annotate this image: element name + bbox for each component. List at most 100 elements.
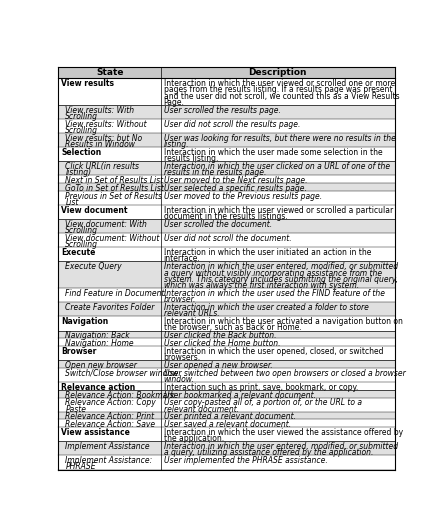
Bar <box>58 338 395 346</box>
Text: listing): listing) <box>65 168 91 177</box>
Text: User did not scroll the results page.: User did not scroll the results page. <box>164 119 300 129</box>
Bar <box>58 67 395 78</box>
Text: Click URL(in results: Click URL(in results <box>65 162 139 171</box>
Text: Open new browser: Open new browser <box>65 361 137 370</box>
Text: Scrolling: Scrolling <box>65 112 98 121</box>
Bar <box>58 261 395 288</box>
Text: Execute Query: Execute Query <box>65 262 122 271</box>
Text: Interaction in which the user viewed or scrolled a particular: Interaction in which the user viewed or … <box>164 205 393 215</box>
Text: Interaction in which the user viewed the assistance offered by: Interaction in which the user viewed the… <box>164 428 403 437</box>
Bar <box>58 233 395 247</box>
Text: Interaction in which the user clicked on a URL of one of the: Interaction in which the user clicked on… <box>164 162 390 171</box>
Text: Relevance Action: Bookmark: Relevance Action: Bookmark <box>65 390 175 399</box>
Text: results in the results page.: results in the results page. <box>164 168 266 177</box>
Bar <box>58 247 395 261</box>
Bar <box>58 331 395 338</box>
Text: User implemented the PHRASE assistance.: User implemented the PHRASE assistance. <box>164 456 328 465</box>
Bar <box>58 119 395 133</box>
Text: results listing.: results listing. <box>164 155 218 163</box>
Text: User saved a relevant document.: User saved a relevant document. <box>164 420 291 429</box>
Text: User clicked the Home button.: User clicked the Home button. <box>164 339 280 348</box>
Text: Create Favorites Folder: Create Favorites Folder <box>65 303 155 312</box>
Text: Interaction in which the user entered, modified, or submitted: Interaction in which the user entered, m… <box>164 442 398 451</box>
Text: Scrolling: Scrolling <box>65 226 98 235</box>
Text: Interaction in which the user created a folder to store: Interaction in which the user created a … <box>164 303 369 312</box>
Text: Interaction in which the user entered, modified, or submitted: Interaction in which the user entered, m… <box>164 262 398 271</box>
Text: interface.: interface. <box>164 254 200 263</box>
Text: relevant document.: relevant document. <box>164 405 239 414</box>
Text: Next in Set of Results List: Next in Set of Results List <box>65 176 164 185</box>
Text: and the user did not scroll, we counted this as a View Results: and the user did not scroll, we counted … <box>164 91 399 100</box>
Bar <box>58 105 395 119</box>
Bar <box>58 398 395 412</box>
Text: View results: Without: View results: Without <box>65 119 147 129</box>
Text: Navigation: Home: Navigation: Home <box>65 339 134 348</box>
Text: browser.: browser. <box>164 295 196 304</box>
Bar <box>58 427 395 441</box>
Bar <box>58 175 395 183</box>
Text: Paste: Paste <box>65 405 86 414</box>
Text: browsers.: browsers. <box>164 353 201 362</box>
Text: User was looking for results, but there were no results in the: User was looking for results, but there … <box>164 134 396 143</box>
Text: User opened a new browser.: User opened a new browser. <box>164 361 272 370</box>
Bar <box>58 205 395 219</box>
Text: Interaction in which the user used the FIND feature of the: Interaction in which the user used the F… <box>164 289 385 298</box>
Text: Previous in Set of Results: Previous in Set of Results <box>65 192 162 201</box>
Bar <box>58 346 395 360</box>
Text: Implement Assistance: Implement Assistance <box>65 442 150 451</box>
Text: Implement Assistance:: Implement Assistance: <box>65 456 152 465</box>
Text: which was always the first interaction with system.: which was always the first interaction w… <box>164 281 359 290</box>
Text: User clicked the Back button.: User clicked the Back button. <box>164 331 276 340</box>
Text: User copy-pasted all of, a portion of, or the URL to a: User copy-pasted all of, a portion of, o… <box>164 398 362 407</box>
Text: Relevance Action: Copy: Relevance Action: Copy <box>65 398 156 407</box>
Text: listing.: listing. <box>164 140 189 149</box>
Text: a query without visibly incorporating assistance from the: a query without visibly incorporating as… <box>164 269 382 278</box>
Text: Navigation: Back: Navigation: Back <box>65 331 130 340</box>
Bar <box>58 219 395 233</box>
Bar <box>58 390 395 398</box>
Text: View results: View results <box>61 79 114 88</box>
Text: View assistance: View assistance <box>61 428 130 437</box>
Bar <box>58 382 395 390</box>
Text: Interaction such as print, save, bookmark, or copy.: Interaction such as print, save, bookmar… <box>164 383 358 392</box>
Text: Browser: Browser <box>61 347 96 356</box>
Text: Interaction in which the user viewed or scrolled one or more: Interaction in which the user viewed or … <box>164 79 395 88</box>
Text: Description: Description <box>248 68 307 77</box>
Bar <box>58 302 395 316</box>
Text: User did not scroll the document.: User did not scroll the document. <box>164 234 291 243</box>
Text: View document: View document <box>61 205 128 215</box>
Bar <box>58 441 395 456</box>
Text: View document: With: View document: With <box>65 220 147 229</box>
Text: Find Feature in Document: Find Feature in Document <box>65 289 165 298</box>
Bar <box>58 456 395 469</box>
Text: GoTo in Set of Results List: GoTo in Set of Results List <box>65 184 164 193</box>
Text: Relevance Action: Save: Relevance Action: Save <box>65 420 156 429</box>
Text: document in the results listings.: document in the results listings. <box>164 212 287 221</box>
Bar <box>58 360 395 368</box>
Text: State: State <box>96 68 123 77</box>
Bar <box>58 147 395 161</box>
Bar <box>58 368 395 382</box>
Text: relevant URLs.: relevant URLs. <box>164 310 219 319</box>
Text: Interaction in which the user activated a navigation button on: Interaction in which the user activated … <box>164 317 403 326</box>
Text: User scrolled the document.: User scrolled the document. <box>164 220 272 229</box>
Bar <box>58 161 395 175</box>
Bar <box>58 288 395 302</box>
Bar <box>58 412 395 419</box>
Text: List: List <box>65 198 79 207</box>
Text: Interaction in which the user initiated an action in the: Interaction in which the user initiated … <box>164 248 371 257</box>
Text: the browser, such as Back or Home.: the browser, such as Back or Home. <box>164 323 301 332</box>
Text: pages from the results listing. If a results page was present: pages from the results listing. If a res… <box>164 85 392 94</box>
Text: the application.: the application. <box>164 434 224 443</box>
Text: User switched between two open browsers or closed a browser: User switched between two open browsers … <box>164 369 405 378</box>
Bar <box>58 78 395 105</box>
Text: User scrolled the results page.: User scrolled the results page. <box>164 106 281 115</box>
Text: Results in Window: Results in Window <box>65 140 135 149</box>
Text: View results: With: View results: With <box>65 106 134 115</box>
Text: Page.: Page. <box>164 98 184 107</box>
Text: User selected a specific results page.: User selected a specific results page. <box>164 184 306 193</box>
Bar <box>58 133 395 147</box>
Text: Execute: Execute <box>61 248 95 257</box>
Text: Relevance Action: Print: Relevance Action: Print <box>65 413 154 422</box>
Bar <box>58 316 395 331</box>
